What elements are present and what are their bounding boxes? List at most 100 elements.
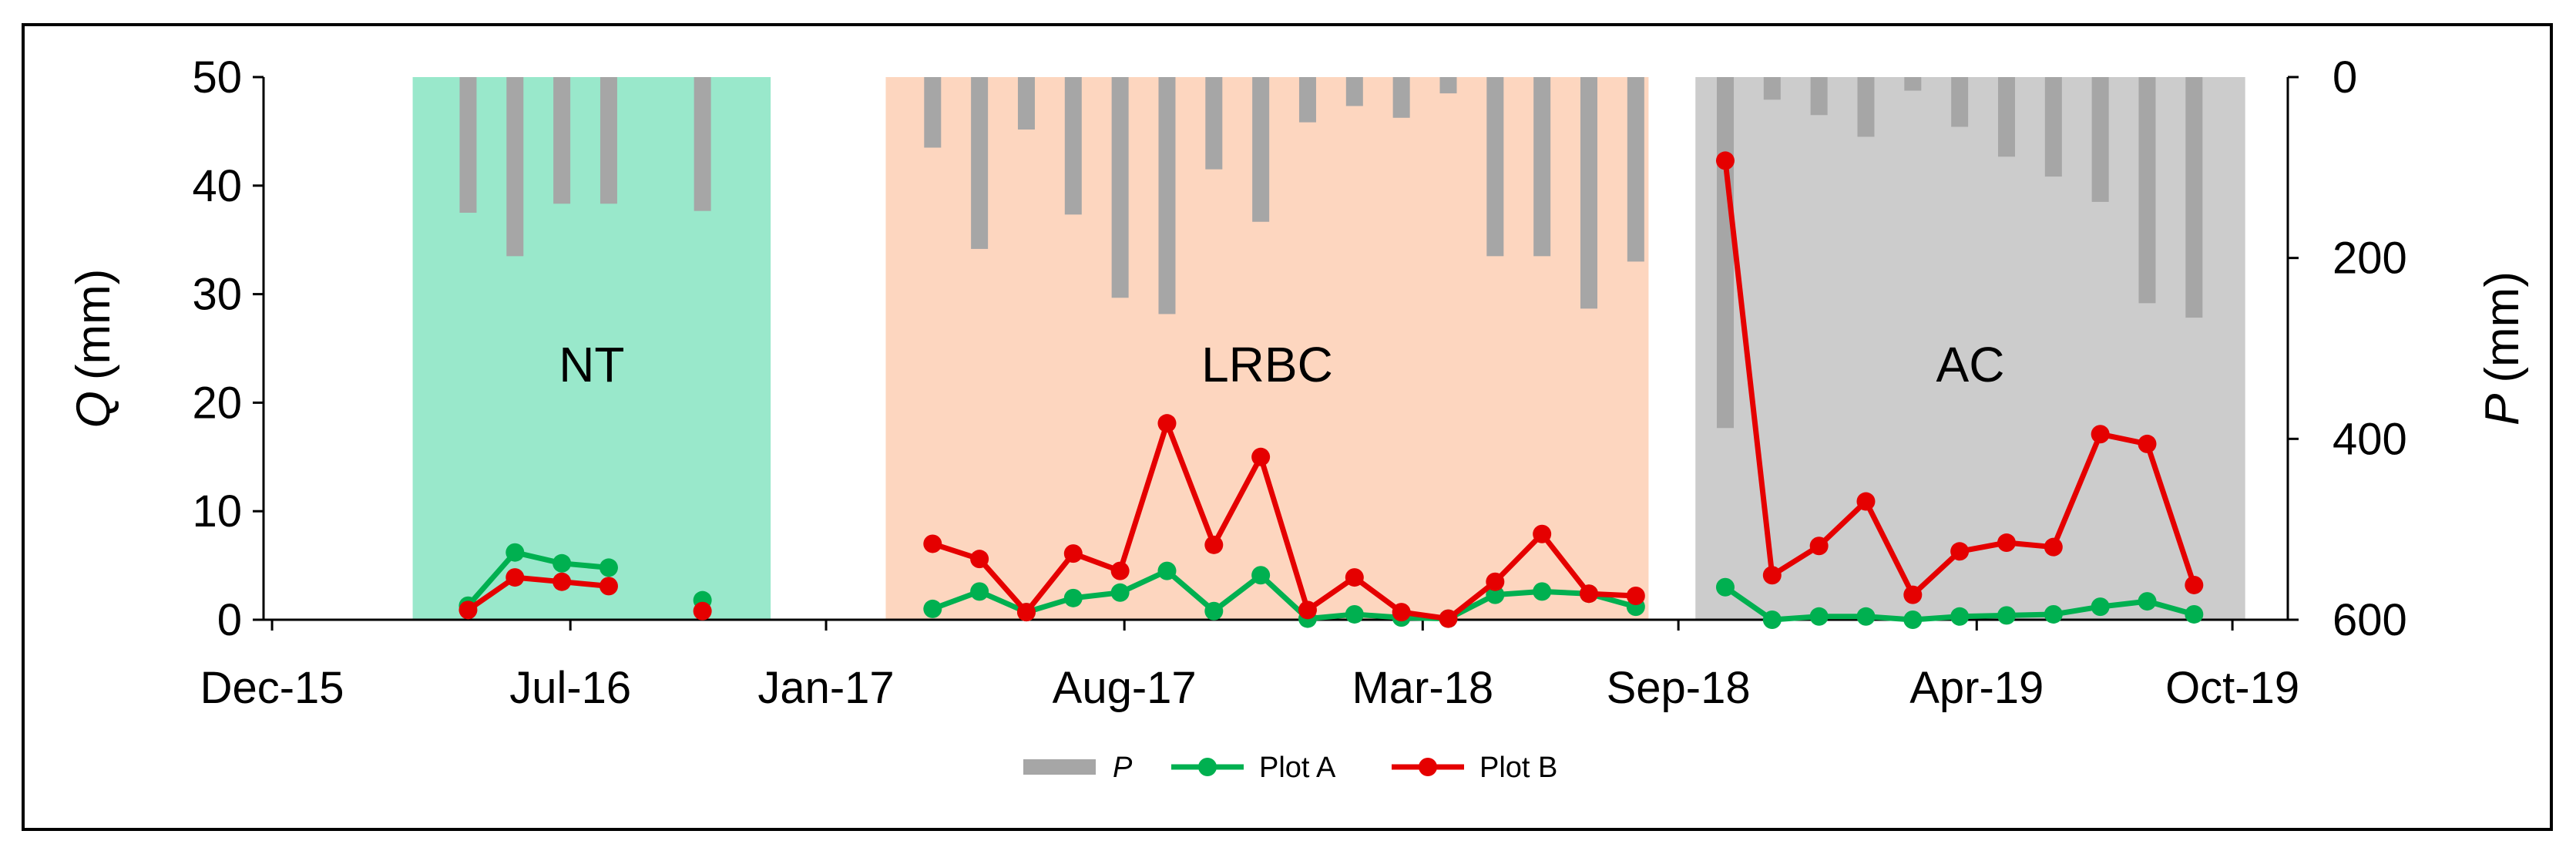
precipitation-bar [506,77,524,257]
legend-marker-plot-a [1198,758,1217,776]
legend-label-p: P [1113,752,1133,784]
right-axis-title: P (mm) [2476,271,2529,426]
plot-b-point [2185,575,2204,594]
x-tick-label: Sep-18 [1607,663,1751,713]
plot-b-point [970,550,989,569]
precipitation-bar [2185,77,2203,318]
plot-b-point [1903,585,1923,604]
x-tick-label: Oct-19 [2165,663,2299,713]
precipitation-bar [1345,77,1363,106]
plot-b-point [1439,609,1458,628]
plot-b-point [1997,533,2016,553]
period-label-nt: NT [559,337,624,392]
plot-b-point [1533,524,1552,543]
right-axis-title-unit: (mm) [2476,271,2529,383]
plot-b-point [1063,544,1083,563]
plot-b-point [693,601,712,621]
precipitation-bar [694,77,711,211]
plot-a-point [599,558,618,577]
plot-b-point [1204,535,1224,554]
precipitation-bar [1627,77,1644,262]
right-tick-label: 600 [2333,595,2407,645]
legend: P Plot A Plot B [1023,752,1557,784]
plot-a-point [1809,607,1829,626]
plot-b-point [552,572,572,591]
precipitation-bar [1064,77,1082,215]
plot-a-point [1762,610,1782,629]
precipitation-bar [1486,77,1504,257]
legend-marker-plot-b [1419,758,1437,776]
precipitation-bar [1205,77,1223,170]
plot-a-point [923,599,942,618]
precipitation-bar [924,77,942,148]
precipitation-bar [1252,77,1270,222]
plot-b-point [1950,542,1970,561]
precipitation-bar [1111,77,1129,298]
plot-a-point [1063,588,1083,607]
period-label-lrbc: LRBC [1201,337,1333,392]
precipitation-bar [2138,77,2156,304]
x-tick-label: Jan-17 [757,663,894,713]
plot-a-line [465,550,610,608]
plot-b-line [932,420,1636,622]
precipitation-bar [459,77,477,213]
period-labels: NT LRBC AC [559,337,2004,392]
precipitation-bar [599,77,617,204]
precipitation-bar [1716,77,1734,429]
runoff-series [458,151,2204,629]
precipitation-bar [1439,77,1457,94]
right-axis-title-symbol: P [2476,394,2529,426]
x-tick-label: Jul-16 [509,663,631,713]
precipitation-bar [971,77,989,249]
period-label-ac: AC [1936,337,2005,392]
precipitation-bar [553,77,571,204]
plot-b-point [1345,568,1364,587]
plot-a-point [2185,604,2204,624]
plot-b-line [466,574,610,613]
precipitation-bar [1810,77,1828,116]
plot-a-point [1157,561,1177,580]
plot-b-point [1809,536,1829,556]
left-tick-label: 0 [217,595,242,645]
x-tick-label: Dec-15 [200,663,344,713]
x-tick-label: Apr-19 [1909,663,2044,713]
legend-label-plot-a: Plot A [1259,752,1336,784]
precipitation-bars [459,77,2203,429]
precipitation-bar [1951,77,1969,127]
plot-a-point [1903,610,1923,629]
plot-a-point [970,582,989,601]
plot-a-point [1110,583,1130,602]
plot-b-point [1486,572,1505,591]
precipitation-bar [1904,77,1922,91]
legend-label-plot-b: Plot B [1479,752,1557,784]
axes: 0 10 20 30 40 50 0 200 400 600 Dec-15 Jul-16 Jan-17 A… [67,52,2529,713]
precipitation-bar [2044,77,2062,177]
right-tick-label: 400 [2333,414,2407,464]
plot-b-point [458,600,478,620]
precipitation-bar [1158,77,1176,314]
left-tick-label: 10 [192,486,242,536]
plot-a-point [2091,597,2110,617]
plot-b-point [923,534,942,553]
plot-a-point [1997,606,2016,625]
plot-b-point [1016,603,1036,622]
left-axis-title: Q (mm) [67,269,120,429]
plot-b-point [1298,600,1317,620]
left-axis-title-symbol: Q [67,391,120,428]
plot-b-point [1110,561,1130,580]
plot-b-point [2138,434,2157,453]
plot-b-point [2044,537,2063,557]
plot-a-line [932,568,1637,622]
plot-a-point [552,553,572,573]
precipitation-bar [2091,77,2109,202]
plot-a-point [505,543,525,562]
precipitation-bar [1017,77,1035,130]
precipitation-bar [1857,77,1875,137]
plot-b-point [1626,587,1645,606]
plot-a-point [1345,604,1364,624]
plot-a-point [1715,577,1735,597]
left-tick-label: 30 [192,270,242,320]
plot-b-point [1856,492,1876,511]
plot-b-point [2091,425,2110,444]
